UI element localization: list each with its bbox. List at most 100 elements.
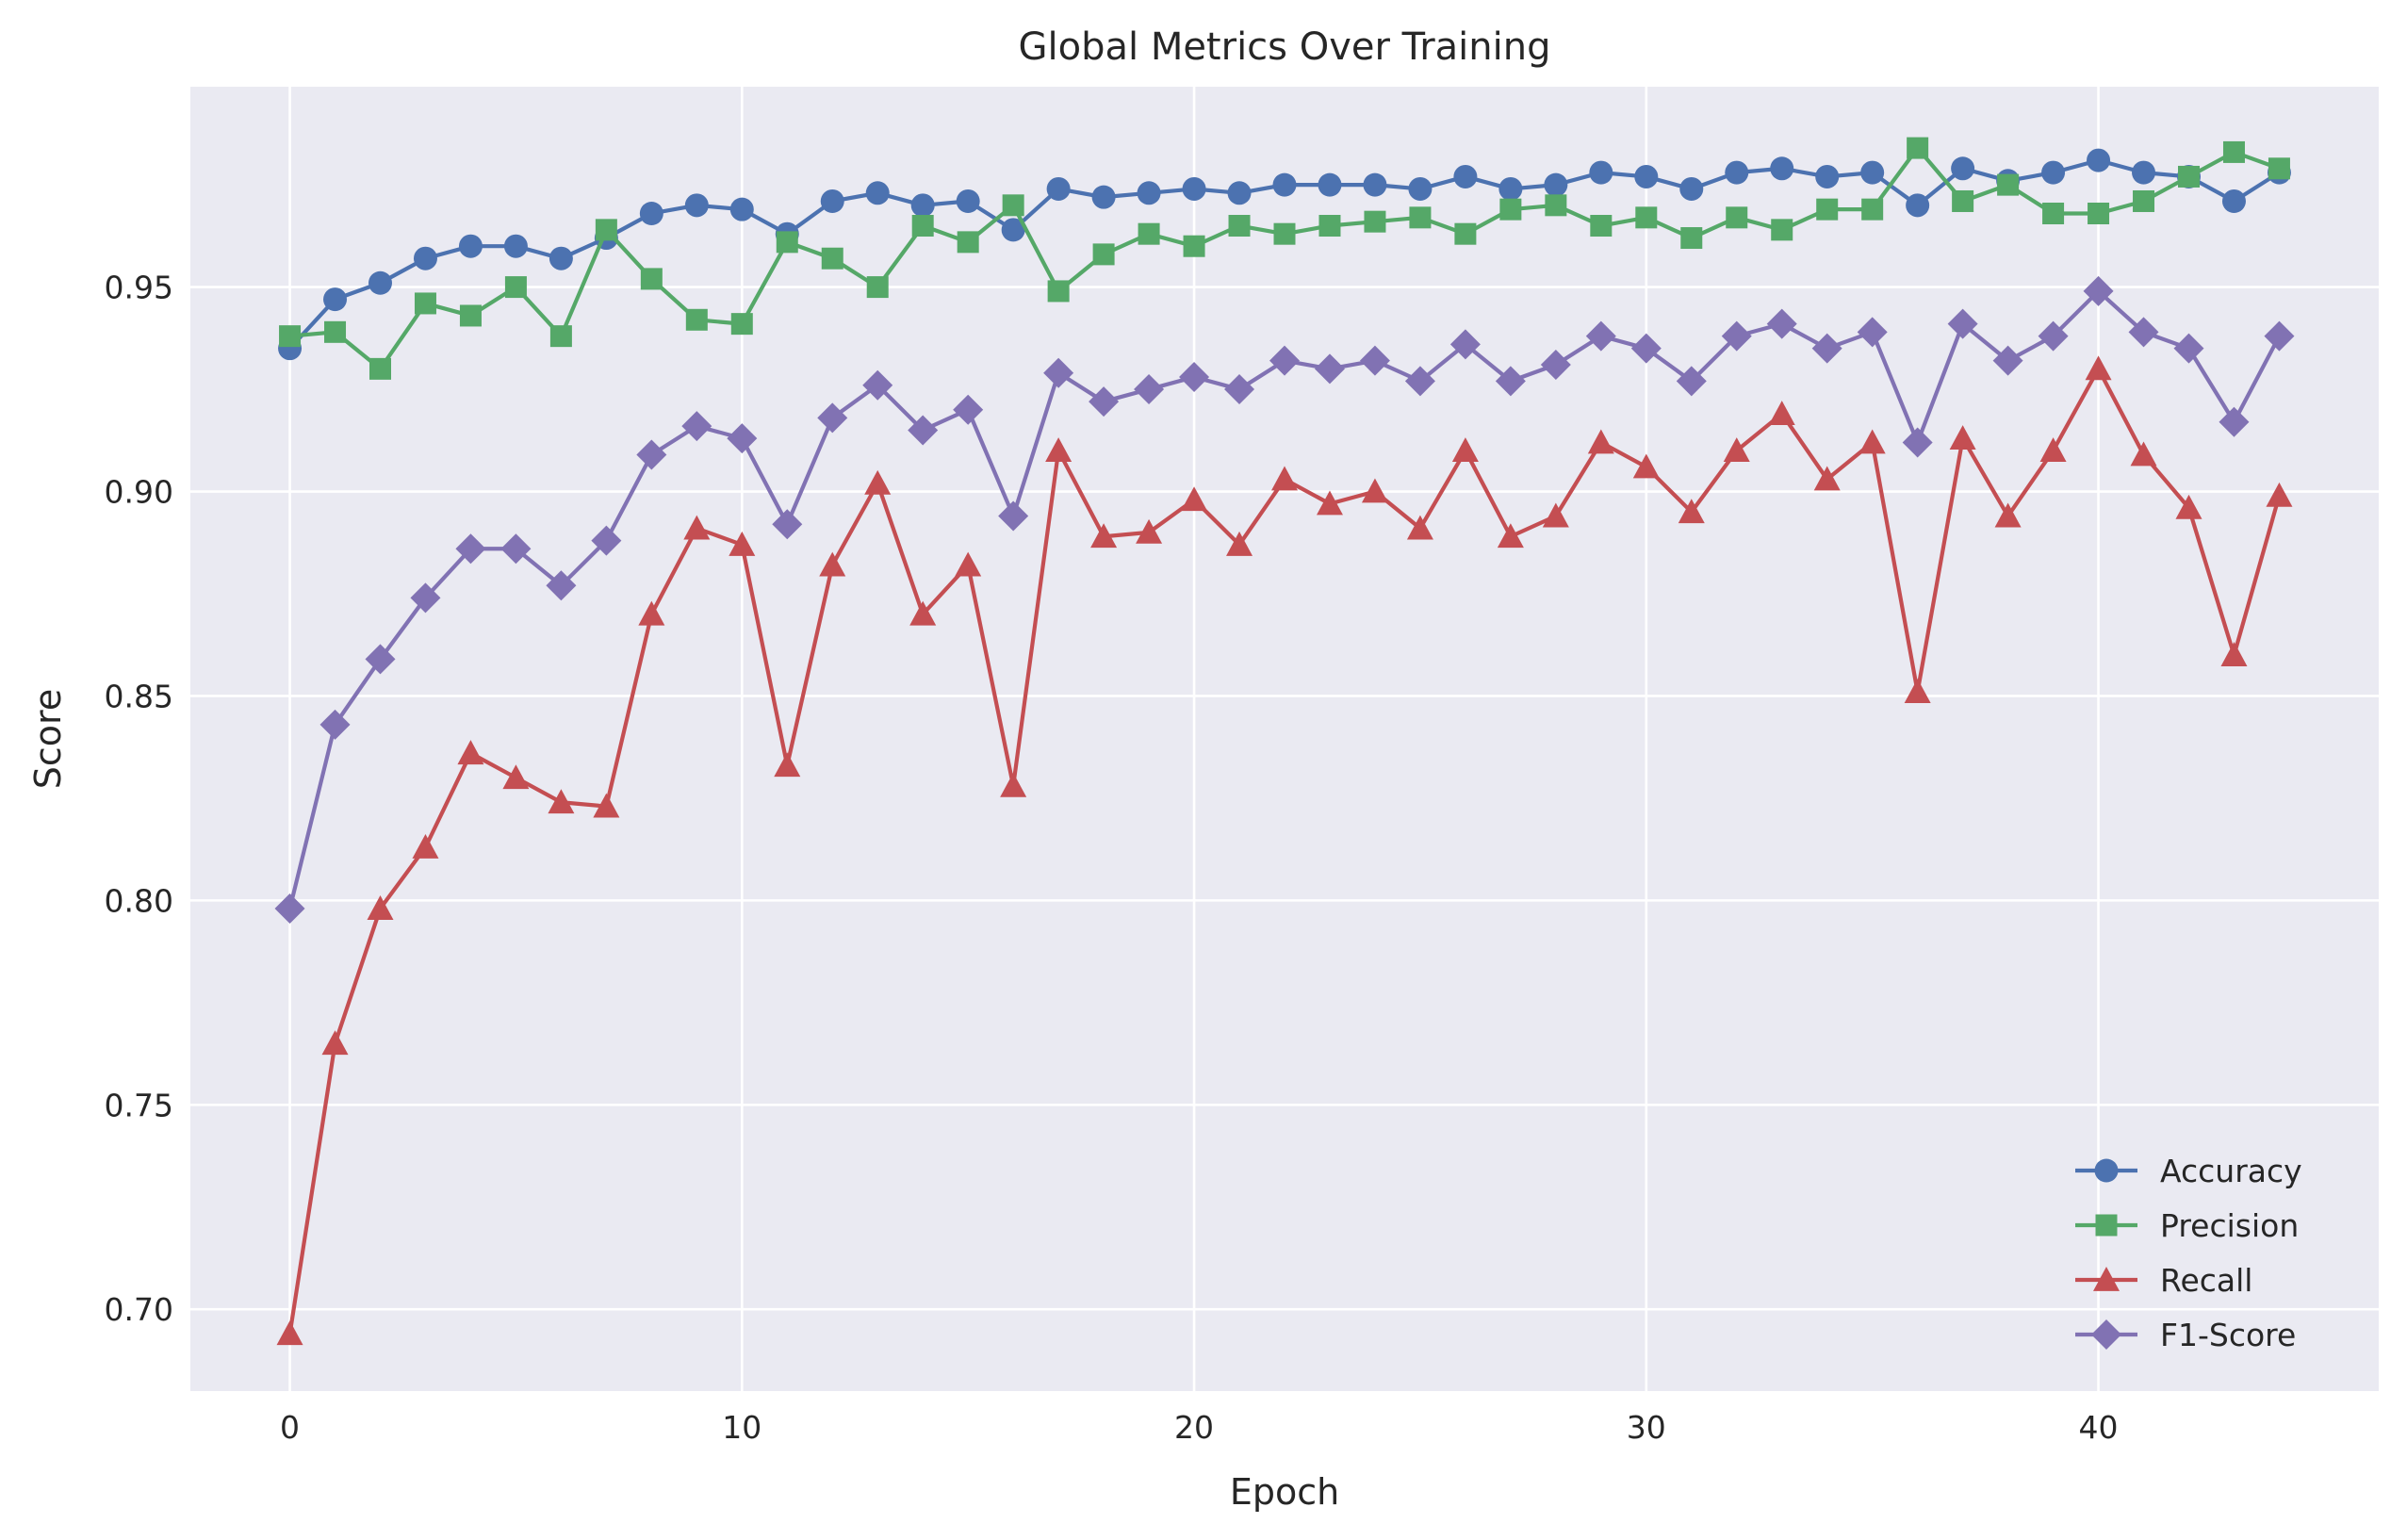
precision-point (957, 231, 979, 254)
f1-score-point (1540, 350, 1571, 381)
f1-score-point (410, 582, 441, 614)
accuracy-point (1679, 176, 1704, 201)
recall-point (1045, 437, 1073, 463)
precision-point (911, 215, 934, 238)
accuracy-point (1408, 176, 1433, 201)
recall-point (367, 895, 394, 920)
f1-score-point (1585, 320, 1616, 352)
f1-score-point (455, 533, 486, 565)
f1-score-point (1495, 366, 1526, 397)
precision-point (1635, 206, 1658, 229)
precision-point (685, 308, 708, 331)
f1-score-point (1224, 374, 1255, 405)
precision-point (279, 325, 302, 348)
f1-score-point (953, 394, 984, 425)
chart-title: Global Metrics Over Training (1019, 25, 1551, 69)
precision-point (2268, 157, 2290, 180)
accuracy-point (1363, 172, 1387, 197)
f1-score-point (1089, 386, 1120, 418)
precision-point (1907, 137, 1929, 159)
precision-point (776, 231, 798, 254)
recall-point (864, 469, 892, 495)
accuracy-point (503, 234, 528, 258)
accuracy-point (1589, 160, 1613, 185)
legend-label: F1-Score (2160, 1317, 2296, 1353)
f1-score-point (2264, 320, 2295, 352)
f1-score-point (1630, 333, 1662, 364)
precision-point (1861, 198, 1884, 221)
precision-point (1409, 206, 1432, 229)
accuracy-point (820, 188, 844, 213)
precision-point (1047, 280, 1070, 303)
accuracy-point (684, 193, 709, 218)
y-tick-label: 0.75 (105, 1087, 173, 1123)
precision-point (549, 325, 572, 348)
f1-score-point (1314, 353, 1345, 385)
recall-point (1406, 515, 1433, 540)
legend: Accuracy Precision Recall F1-Score (2075, 1153, 2302, 1353)
f1-score-point (2219, 406, 2250, 437)
precision-point (2178, 165, 2201, 188)
accuracy-point (1046, 176, 1071, 201)
accuracy-point (1860, 160, 1885, 185)
recall-point (2175, 494, 2202, 519)
precision-point (2042, 202, 2065, 224)
recall-point (2039, 437, 2067, 463)
recall-point (729, 531, 756, 556)
precision-series (279, 137, 2290, 380)
recall-point (1813, 466, 1841, 491)
recall-point (1497, 523, 1524, 549)
precision-point (459, 304, 482, 327)
recall-point (321, 1030, 349, 1056)
precision-point (1997, 173, 2020, 196)
f1-score-point (636, 439, 667, 470)
recall-point (774, 752, 801, 778)
f1-score-point (1179, 362, 1210, 393)
recall-point (1361, 478, 1388, 503)
accuracy-point (1137, 181, 1161, 205)
recall-point (1136, 518, 1163, 544)
precision-point (595, 219, 617, 241)
accuracy-point (1725, 160, 1749, 185)
f1-score-point (2128, 317, 2159, 348)
precision-point (1273, 222, 1296, 245)
recall-point (276, 1320, 303, 1346)
legend-item-f1-score: F1-Score (2075, 1317, 2296, 1353)
accuracy-point (910, 193, 935, 218)
accuracy-point (1951, 156, 1975, 181)
recall-point (1181, 486, 1208, 512)
recall-point (2085, 355, 2112, 381)
f1-score-point (546, 570, 577, 601)
accuracy-point (1906, 193, 1930, 218)
accuracy-point (2087, 148, 2111, 172)
precision-point (1364, 210, 1386, 233)
precision-point (1771, 219, 1793, 241)
recall-point (593, 793, 620, 818)
f1-score-point (1676, 366, 1707, 397)
precision-point (2222, 140, 2245, 163)
precision-point (640, 268, 663, 290)
accuracy-point (1498, 176, 1523, 201)
recall-point (457, 740, 484, 765)
accuracy-point (458, 234, 483, 258)
accuracy-point (1544, 172, 1568, 197)
precision-point (1499, 198, 1522, 221)
f1-score-point (274, 893, 305, 925)
f1-score-point (1992, 345, 2023, 376)
precision-point (414, 292, 436, 315)
precision-point (1092, 243, 1115, 266)
recall-point (1271, 466, 1298, 491)
accuracy-point (1770, 156, 1794, 181)
precision-point (1228, 215, 1251, 238)
f1-score-point (862, 369, 893, 401)
f1-score-point (1811, 333, 1842, 364)
legend-label: Precision (2160, 1207, 2299, 1244)
y-tick-label: 0.70 (105, 1291, 173, 1328)
y-tick-label: 0.90 (105, 474, 173, 511)
f1-score-point (1721, 320, 1752, 352)
f1-score-point (2038, 320, 2069, 352)
f1-score-point (1404, 366, 1435, 397)
x-tick-label: 30 (1627, 1409, 1666, 1446)
recall-point (683, 515, 711, 540)
f1-score-point (1449, 329, 1481, 360)
